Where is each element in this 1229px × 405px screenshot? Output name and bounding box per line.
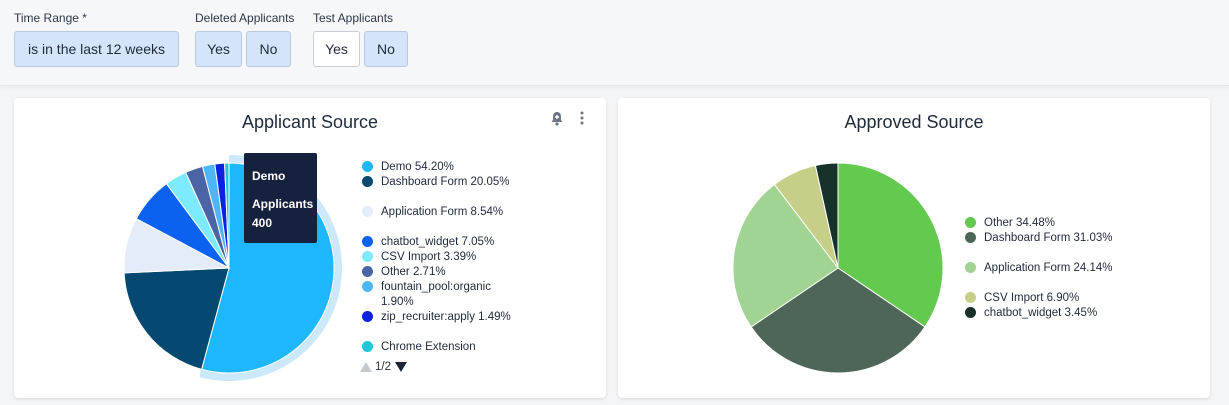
legend-swatch (362, 176, 373, 187)
legend-swatch (362, 266, 373, 277)
approved-source-card: Approved Source Other 34.48% Dashboard Fo… (618, 98, 1210, 398)
legend-swatch (965, 307, 976, 318)
filter-bar: Time Range * is in the last 12 weeks Del… (0, 0, 1229, 86)
legend-swatch (965, 262, 976, 273)
deleted-no-button[interactable]: No (246, 31, 291, 67)
legend-swatch (362, 311, 373, 322)
tooltip-label: Demo (252, 169, 286, 183)
chart-tooltip: Demo Applicants 400 (244, 153, 317, 243)
legend-label: chatbot_widget 3.45% (984, 307, 1098, 319)
legend-label: Dashboard Form 31.03% (984, 232, 1113, 244)
legend-swatch (362, 281, 373, 292)
legend-item-dashboard-form-31-03[interactable]: Dashboard Form 31.03% (965, 231, 1124, 246)
legend-item-fountain-pool-organic-1-90[interactable]: fountain_pool:organic 1.90% (362, 280, 521, 310)
legend-item-other-34-48[interactable]: Other 34.48% (965, 216, 1124, 231)
legend-swatch (362, 206, 373, 217)
time-range-select[interactable]: is in the last 12 weeks (14, 31, 179, 67)
pager-down-icon[interactable] (395, 362, 407, 372)
legend-label: Other 34.48% (984, 217, 1055, 229)
legend-label: Application Form 8.54% (381, 206, 504, 218)
pie-slice-application-form[interactable] (732, 183, 839, 328)
legend-item-chatbot-widget-7-05[interactable]: chatbot_widget 7.05% (362, 235, 521, 250)
applicant-source-pie (123, 155, 343, 381)
legend-item-other-2-71[interactable]: Other 2.71% (362, 265, 521, 280)
approved-source-pie (732, 162, 944, 374)
legend-swatch (965, 217, 976, 228)
test-applicants-label: Test Applicants (313, 11, 394, 25)
pie-slice-chrome-extension[interactable] (224, 162, 230, 269)
legend-swatch (965, 232, 976, 243)
pager-up-icon[interactable] (360, 362, 372, 372)
legend-pager: 1/2 (360, 361, 407, 373)
pie-slice-dashboard-form[interactable] (750, 267, 926, 374)
legend-item-demo-54-20[interactable]: Demo 54.20% (362, 160, 521, 175)
legend-item-chatbot-widget-3-45[interactable]: chatbot_widget 3.45% (965, 306, 1124, 321)
legend-label: CSV Import 6.90% (984, 292, 1080, 304)
legend-swatch (362, 161, 373, 172)
legend-label: chatbot_widget 7.05% (381, 236, 495, 248)
time-range-label: Time Range * (14, 11, 87, 25)
legend-label: Chrome Extension (381, 341, 476, 353)
legend-swatch (362, 341, 373, 352)
pager-label: 1/2 (375, 361, 391, 373)
legend-item-chrome-extension[interactable]: Chrome Extension (362, 340, 521, 355)
alert-bell-icon[interactable] (549, 110, 565, 126)
deleted-yes-button[interactable]: Yes (195, 31, 242, 67)
legend-item-csv-import-3-39[interactable]: CSV Import 3.39% (362, 250, 521, 265)
legend-label: zip_recruiter:apply 1.49% (381, 311, 511, 323)
legend-item-application-form-24-14[interactable]: Application Form 24.14% (965, 261, 1124, 276)
tooltip-metric: Applicants (252, 197, 314, 211)
legend-label: Dashboard Form 20.05% (381, 176, 510, 188)
tooltip-value: 400 (252, 216, 273, 230)
test-no-button[interactable]: No (364, 31, 408, 67)
legend-swatch (362, 236, 373, 247)
more-menu-icon[interactable] (574, 110, 590, 126)
legend-item-zip-recruiter-apply-1-49[interactable]: zip_recruiter:apply 1.49% (362, 310, 521, 325)
legend-item-csv-import-6-90[interactable]: CSV Import 6.90% (965, 291, 1124, 306)
pie-slice-dashboard-form[interactable] (123, 267, 230, 370)
legend-swatch (362, 251, 373, 262)
approved-source-title: Approved Source (844, 112, 984, 132)
legend-item-dashboard-form-20-05[interactable]: Dashboard Form 20.05% (362, 175, 521, 190)
pie-slice-other[interactable] (837, 162, 944, 328)
applicant-source-card: Applicant Source Demo Applicants 400 Dem… (14, 98, 606, 398)
legend-swatch (965, 292, 976, 303)
legend-label: Other 2.71% (381, 266, 446, 278)
legend-item-application-form-8-54[interactable]: Application Form 8.54% (362, 205, 521, 220)
deleted-applicants-label: Deleted Applicants (195, 11, 295, 25)
legend-label: Demo 54.20% (381, 161, 454, 173)
legend-label: fountain_pool:organic 1.90% (381, 281, 491, 308)
legend-label: Application Form 24.14% (984, 262, 1113, 274)
test-yes-button[interactable]: Yes (313, 31, 360, 67)
applicant-source-title: Applicant Source (241, 112, 379, 132)
pie-slice-chatbot-widget[interactable] (814, 162, 839, 269)
legend-label: CSV Import 3.39% (381, 251, 477, 263)
